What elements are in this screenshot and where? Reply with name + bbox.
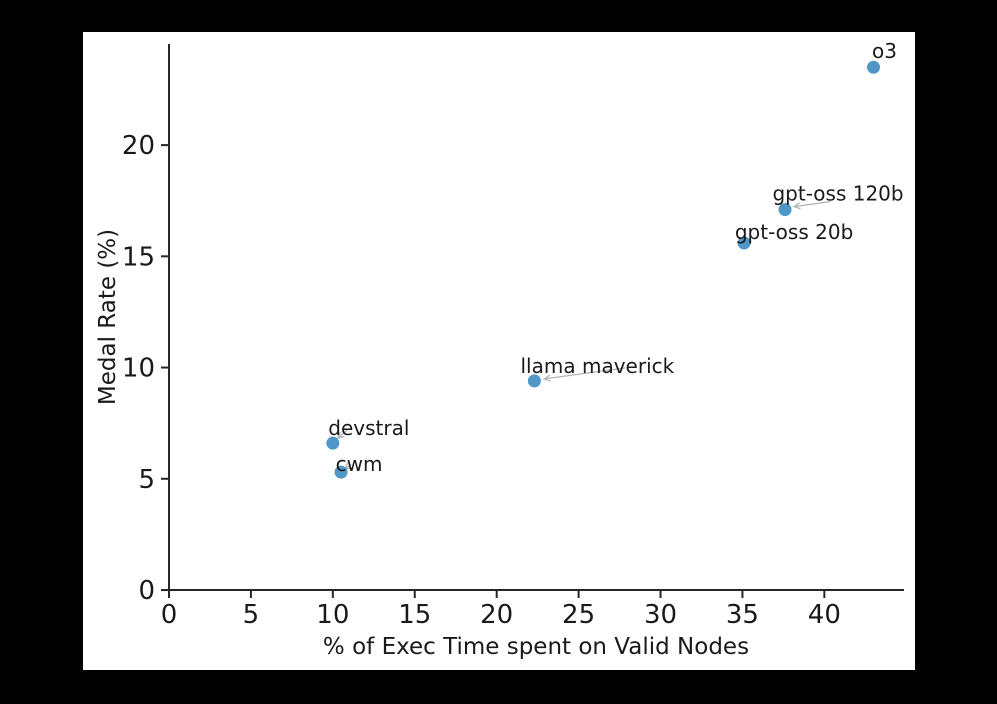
point-label: gpt-oss 20b — [735, 220, 853, 244]
x-tick-label: 40 — [808, 600, 841, 630]
axes: 0 5 10 15 20 25 30 35 40 0 5 10 15 20 — [122, 44, 904, 630]
y-tick-label: 0 — [138, 576, 155, 606]
x-tick-label: 15 — [398, 600, 431, 630]
x-tick-label: 20 — [480, 600, 513, 630]
x-tick-label: 0 — [161, 600, 178, 630]
data-point — [778, 203, 792, 217]
point-label: o3 — [872, 39, 897, 63]
point-labels: o3 gpt-oss 120b gpt-oss 20b llama maverick d… — [328, 39, 903, 476]
annotation-leader — [792, 201, 831, 210]
point-label: gpt-oss 120b — [772, 182, 903, 206]
x-tick-label: 30 — [644, 600, 677, 630]
y-tick-label: 20 — [122, 131, 155, 161]
x-axis-label: % of Exec Time spent on Valid Nodes — [323, 634, 749, 660]
x-tick-label: 35 — [726, 600, 759, 630]
annotation-leader — [542, 367, 626, 382]
point-label: llama maverick — [521, 354, 675, 378]
point-label: devstral — [328, 416, 409, 440]
data-point — [737, 236, 751, 250]
y-tick-label: 5 — [138, 465, 155, 495]
x-tick-label: 10 — [316, 600, 349, 630]
x-tick-label: 5 — [243, 600, 260, 630]
scatter-chart: 0 5 10 15 20 25 30 35 40 0 5 10 15 20 o3 gpt-oss 120b g… — [95, 39, 904, 660]
data-point — [527, 374, 541, 388]
y-tick-label: 15 — [122, 242, 155, 272]
data-point — [334, 465, 348, 479]
y-axis-label: Medal Rate (%) — [95, 229, 121, 405]
data-point — [867, 60, 881, 74]
annotation-leader — [336, 429, 348, 440]
chart-panel: 0 5 10 15 20 25 30 35 40 0 5 10 15 20 o3 gpt-oss 120b g… — [83, 32, 915, 670]
data-point — [326, 436, 340, 450]
y-tick-label: 10 — [122, 354, 155, 384]
annotation-leader-lines — [336, 201, 831, 471]
x-tick-label: 25 — [562, 600, 595, 630]
data-points — [326, 60, 881, 479]
point-label: cwm — [336, 452, 383, 476]
